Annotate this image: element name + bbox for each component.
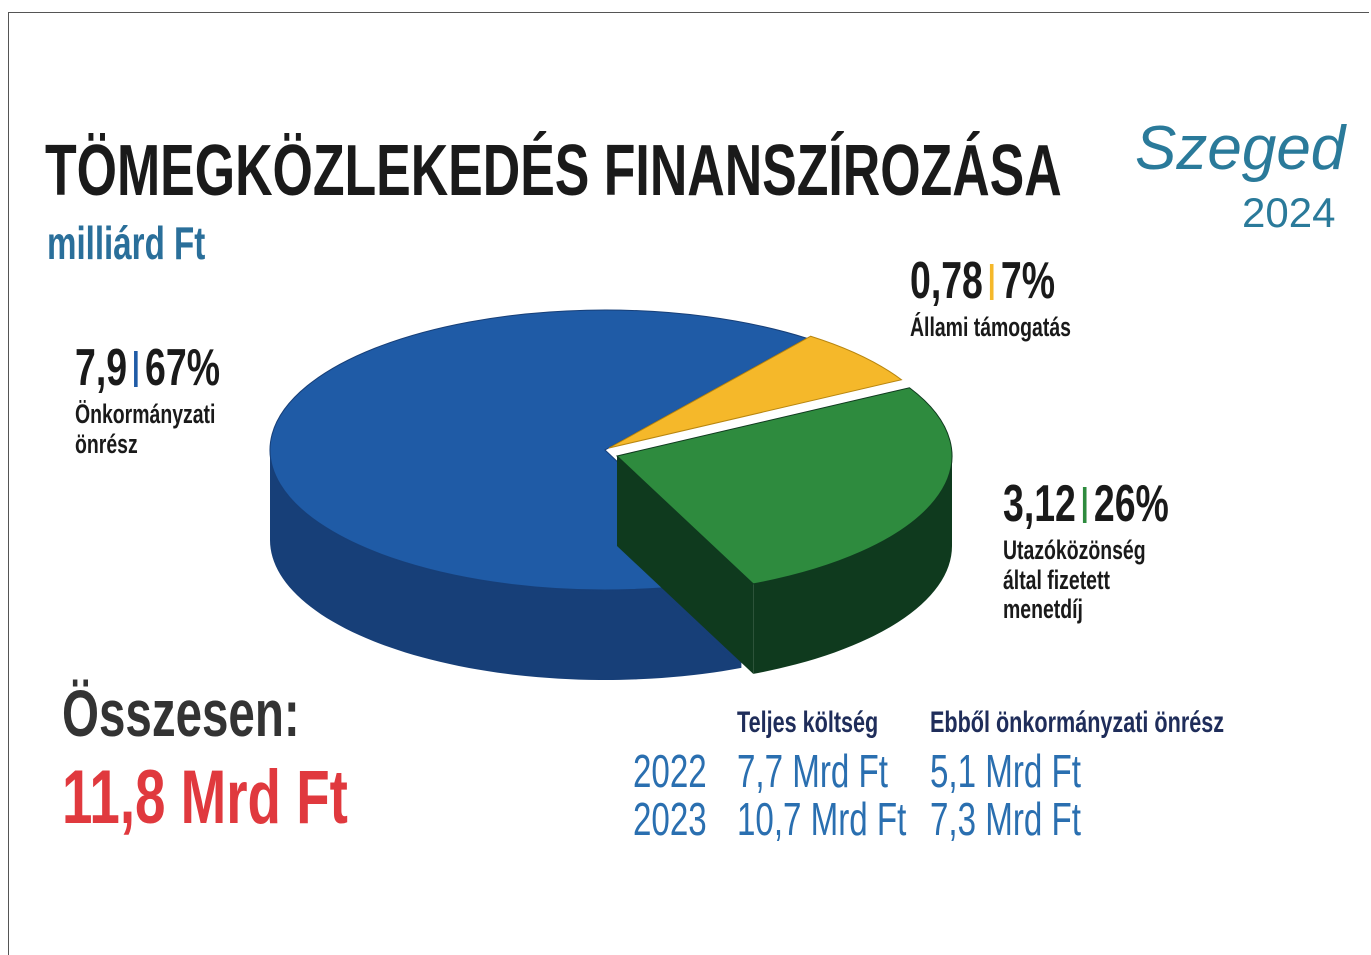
slice-value: 3,12 [1003,475,1076,533]
slice-value: 0,78 [910,252,983,310]
slice-top [608,335,903,449]
chart-subtitle: milliárd Ft [47,217,206,269]
slice-value-group: 3,12 26% [1003,478,1176,530]
total-value: 11,8 Mrd Ft [62,755,348,840]
slice [615,387,953,674]
slice-label: 0,78 7% Állami támogatás [910,255,1230,343]
slice-category: Önkormányzati önrész [75,399,216,459]
table-cell: 2022 [633,745,707,797]
slice-percent: 7% [1000,252,1055,310]
slice-percent: 26% [1093,475,1169,533]
table-cell: 7,3 Mrd Ft [930,793,1081,845]
slice-value-group: 0,78 7% [910,255,1140,307]
slice-category: Utazóközönség által fizetett menetdíj [1003,535,1146,625]
slice-percent: 67% [145,339,220,397]
slice-category: Állami támogatás [910,312,1071,342]
logo-text: Szeged [1135,114,1346,183]
slice-label: 7,9 67% Önkormányzati önrész [75,342,315,459]
chart-title: TÖMEGKÖZLEKEDÉS FINANSZÍROZÁSA [45,131,1062,211]
table-cell: 10,7 Mrd Ft [737,793,907,845]
slice-value-group: 7,9 67% [75,342,248,394]
slice [608,335,903,449]
slice-side [270,450,742,680]
table-cell: 2023 [633,793,707,845]
slice-top [615,387,953,585]
table-header: Teljes költség [737,706,879,739]
table-cell: 7,7 Mrd Ft [737,745,888,797]
separator [134,351,138,387]
table-cell: 5,1 Mrd Ft [930,745,1081,797]
slice-value: 7,9 [75,339,128,397]
slice-side [753,456,952,674]
total-label: Összesen: [62,676,300,750]
slice-wall [617,456,754,674]
separator [1083,487,1087,523]
slice-label: 3,12 26% Utazóközönség által fizetett mene… [1003,478,1243,625]
logo-year: 2024 [1242,189,1336,236]
frame [8,12,1369,955]
table-header: Ebből önkormányzati önrész [930,706,1225,739]
separator [990,264,994,300]
